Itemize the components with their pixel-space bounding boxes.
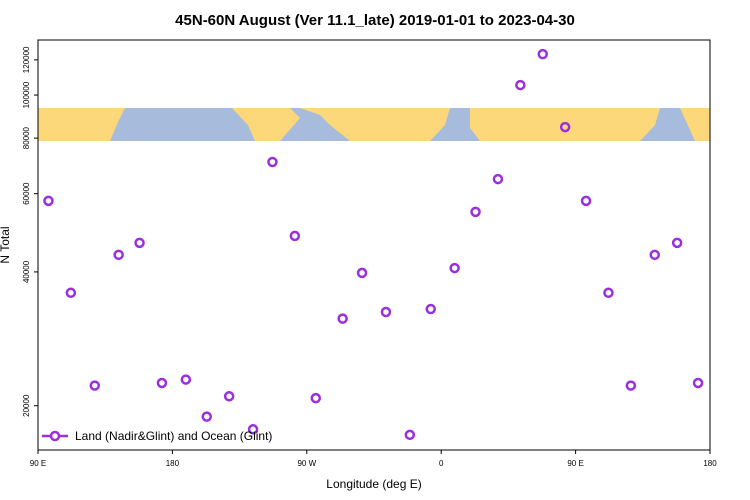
point [223, 391, 235, 402]
point [289, 230, 301, 242]
legend-marker [49, 430, 61, 442]
point [425, 303, 436, 315]
point [113, 249, 124, 261]
point [247, 424, 259, 435]
point [380, 306, 392, 318]
point [449, 262, 460, 274]
y-tick-label: 80000 [22, 126, 31, 149]
point [603, 287, 614, 299]
legend-label: Land (Nadir&Glint) and Ocean (Glint) [75, 429, 272, 443]
point [201, 411, 212, 422]
point [649, 249, 660, 261]
point [515, 79, 526, 91]
chart-title: 45N-60N August (Ver 11.1_late) 2019-01-0… [175, 12, 575, 29]
x-tick-label: 90 E [567, 459, 583, 468]
point [356, 267, 368, 279]
x-tick-label: 90 W [297, 459, 316, 468]
point [492, 173, 504, 185]
point [559, 121, 571, 133]
x-tick-label: 90 E [30, 459, 46, 468]
point [267, 156, 278, 168]
point [470, 206, 481, 218]
y-tick-label: 120000 [22, 46, 31, 73]
point [537, 48, 548, 60]
point [65, 287, 77, 299]
point [625, 380, 637, 391]
map-strip [38, 108, 710, 141]
plot-frame [37, 39, 711, 451]
x-axis-label: Longitude (deg E) [326, 477, 421, 491]
point [404, 429, 416, 441]
y-axis-label: N Total [0, 226, 12, 263]
y-tick-label: 100000 [22, 81, 31, 108]
point [671, 237, 683, 249]
y-tick-label: 40000 [22, 260, 31, 283]
x-tick-label: 0 [439, 459, 444, 468]
point [156, 377, 168, 389]
y-tick-label: 60000 [22, 182, 31, 205]
point [43, 195, 54, 207]
point [310, 392, 322, 404]
point [134, 237, 145, 249]
point [337, 313, 348, 324]
x-tick-label: 180 [166, 459, 180, 468]
point [692, 377, 704, 389]
point [89, 380, 100, 391]
point [180, 374, 192, 385]
y-tick-label: 20000 [22, 394, 31, 417]
point [580, 195, 592, 207]
x-tick-label: 180 [703, 459, 717, 468]
